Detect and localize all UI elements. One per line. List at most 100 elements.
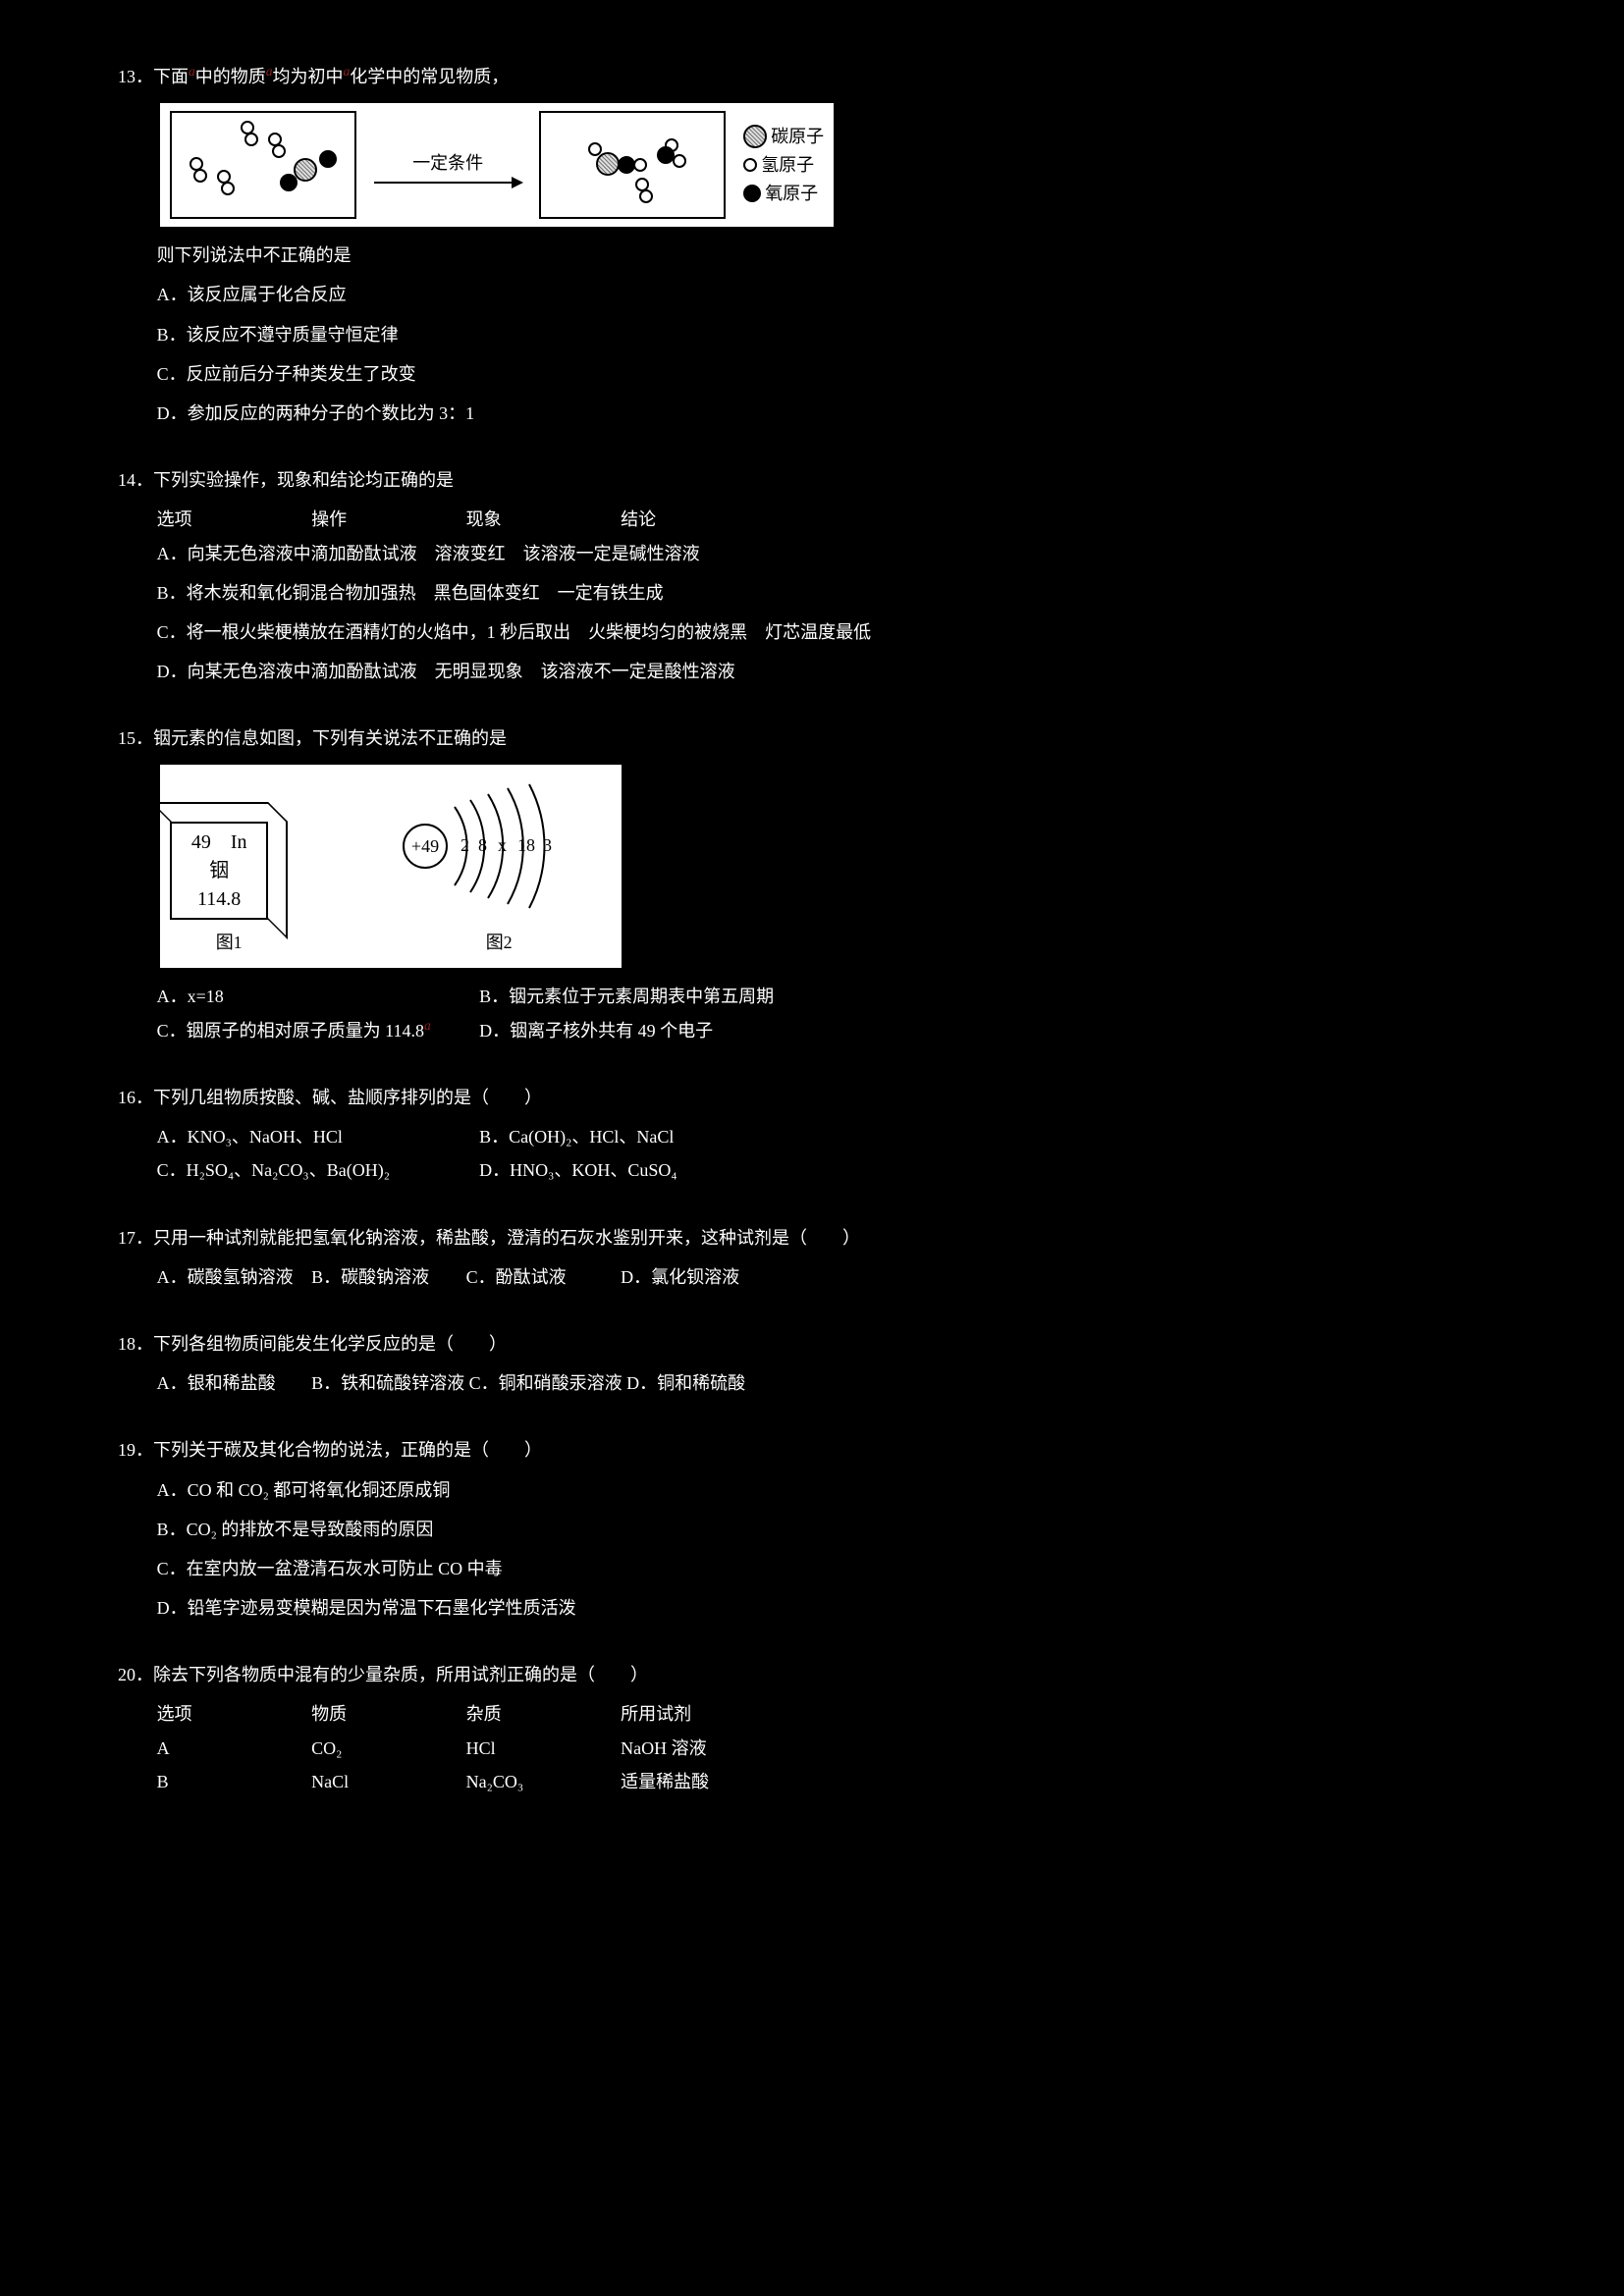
question-13: 13．下面a中的物质a均为初中a化学中的常见物质， 一定条件 xyxy=(118,59,1526,430)
hdr: 所用试剂 xyxy=(621,1697,771,1731)
q15-figure: 49 In 铟 114.8 图1 xyxy=(160,765,622,967)
question-17: 17．只用一种试剂就能把氢氧化钠溶液，稀盐酸，澄清的石灰水鉴别开来，这种试剂是（… xyxy=(118,1221,1526,1294)
atom-structure-diagram: +49 2 8 x 18 3 图2 xyxy=(386,773,612,959)
element-symbol: In xyxy=(231,831,247,853)
oxygen-atom-icon xyxy=(743,185,761,202)
q16-row2: C．H₂SO₄、Na₂CO₃、Ba(OH)₂ D．HNO₃、KOH、CuSO₄ xyxy=(118,1153,1526,1187)
opt-text: x=18 xyxy=(188,987,224,1006)
opt-text: 在室内放一盆澄清石灰水可防止 CO 中毒 xyxy=(187,1559,503,1578)
q19-opt-b: B．CO₂ 的排放不是导致酸雨的原因 xyxy=(118,1513,1526,1546)
q18-opt-c: C．铜和硝酸汞溶液 xyxy=(469,1366,623,1400)
hdr: 选项 xyxy=(157,503,307,536)
opt-text: 银和稀盐酸 xyxy=(188,1373,276,1393)
question-15: 15．铟元素的信息如图，下列有关说法不正确的是 49 In 铟 114.8 图1 xyxy=(118,721,1526,1047)
opt-text: 氯化钡溶液 xyxy=(651,1267,739,1287)
hdr: 杂质 xyxy=(466,1697,617,1731)
reaction-arrow: 一定条件 xyxy=(374,146,521,184)
sup: a xyxy=(266,64,273,79)
opt-text: 反应前后分子种类发生了改变 xyxy=(187,364,416,384)
nucleus-label: +49 xyxy=(411,836,439,856)
q14-stem: 14．下列实验操作，现象和结论均正确的是 xyxy=(118,463,1526,497)
carbon-atom-icon xyxy=(743,125,767,148)
legend-label: 碳原子 xyxy=(771,123,824,151)
c: 灯芯温度最低 xyxy=(765,622,871,642)
c: 无明显现象 xyxy=(435,662,523,681)
q14-row-d: D．向某无色溶液中滴加酚酞试液 无明显现象 该溶液不一定是酸性溶液 xyxy=(118,655,1526,688)
q15-row2: C．铟原子的相对原子质量为 114.8a D．铟离子核外共有 49 个电子 xyxy=(118,1013,1526,1047)
q15-opt-d: D．铟离子核外共有 49 个电子 xyxy=(479,1014,797,1047)
question-19: 19．下列关于碳及其化合物的说法，正确的是（ ） A．CO 和 CO₂ 都可将氧… xyxy=(118,1433,1526,1625)
c: 一定有铁生成 xyxy=(558,583,664,603)
opt-text: 该反应不遵守质量守恒定律 xyxy=(187,325,399,345)
hydrogen-atom-icon xyxy=(743,158,757,172)
opt-text: 铜和硝酸汞溶液 xyxy=(499,1373,623,1393)
legend-label: 氢原子 xyxy=(761,151,814,180)
q15-opt-a: A．x=18 xyxy=(157,980,475,1013)
question-20: 20．除去下列各物质中混有的少量杂质，所用试剂正确的是（ ） 选项 物质 杂质 … xyxy=(118,1658,1526,1798)
q17-opt-d: D．氯化钡溶液 xyxy=(621,1260,771,1294)
q18-stem: 18．下列各组物质间能发生化学反应的是（ ） xyxy=(118,1327,1526,1361)
q18-opt-d: D．铜和稀硫酸 xyxy=(626,1366,777,1400)
q17-opt-b: B．碳酸钠溶液 xyxy=(311,1260,461,1294)
q17-opt-a: A．碳酸氢钠溶液 xyxy=(157,1260,307,1294)
opt-text: H₂SO₄、Na₂CO₃、Ba(OH)₂ xyxy=(187,1160,390,1180)
svg-text:2: 2 xyxy=(460,835,469,855)
q13-opt-d: D．参加反应的两种分子的个数比为 3：1 xyxy=(118,397,1526,430)
q20-headers: 选项 物质 杂质 所用试剂 xyxy=(118,1697,1526,1731)
opt-text: Ca(OH)₂、HCl、NaCl xyxy=(509,1127,674,1147)
opt-text: 铟元素位于元素周期表中第五周期 xyxy=(509,987,774,1006)
q17-row: A．碳酸氢钠溶液 B．碳酸钠溶液 C．酚酞试液 D．氯化钡溶液 xyxy=(118,1260,1526,1294)
svg-text:8: 8 xyxy=(478,835,487,855)
svg-text:x: x xyxy=(498,835,507,855)
q13-stem: 13．下面a中的物质a均为初中a化学中的常见物质， xyxy=(118,59,1526,93)
hdr: 选项 xyxy=(157,1697,307,1731)
q19-opt-a: A．CO 和 CO₂ 都可将氧化铜还原成铜 xyxy=(118,1473,1526,1507)
q19-opt-c: C．在室内放一盆澄清石灰水可防止 CO 中毒 xyxy=(118,1552,1526,1585)
c: 火柴梗均匀的被烧黑 xyxy=(588,622,747,642)
atomic-number: 49 xyxy=(191,831,211,853)
q15-row1: A．x=18 B．铟元素位于元素周期表中第五周期 xyxy=(118,980,1526,1013)
element-cube: 49 In 铟 114.8 图1 xyxy=(170,780,288,959)
atom-legend: 碳原子 氢原子 氧原子 xyxy=(743,123,824,207)
q14-row-b: B．将木炭和氧化铜混合物加强热 黑色固体变红 一定有铁生成 xyxy=(118,576,1526,610)
opt-text: 该反应属于化合反应 xyxy=(188,285,347,304)
q14-row-a: A．向某无色溶液中滴加酚酞试液 溶液变红 该溶液一定是碱性溶液 xyxy=(118,537,1526,570)
opt-text: KNO₃、NaOH、HCl xyxy=(188,1127,343,1147)
c: HCl xyxy=(466,1732,617,1765)
c: 该溶液一定是碱性溶液 xyxy=(523,544,700,563)
caption-1: 图1 xyxy=(170,926,288,959)
q19-opt-d: D．铅笔字迹易变模糊是因为常温下石墨化学性质活泼 xyxy=(118,1591,1526,1625)
opt-text: 铅笔字迹易变模糊是因为常温下石墨化学性质活泼 xyxy=(188,1598,576,1618)
arrow-label: 一定条件 xyxy=(374,146,521,180)
opt-text: 参加反应的两种分子的个数比为 3：1 xyxy=(188,403,475,423)
txt: 下列几组物质按酸、碱、盐顺序排列的是（ ） xyxy=(153,1088,542,1107)
svg-text:18: 18 xyxy=(517,835,535,855)
c: 适量稀盐酸 xyxy=(621,1765,771,1798)
c: 向某无色溶液中滴加酚酞试液 xyxy=(188,544,417,563)
txt: 下列实验操作，现象和结论均正确的是 xyxy=(153,470,454,490)
products-box xyxy=(539,111,726,219)
txt: 下面 xyxy=(153,67,189,86)
q15-opt-b: B．铟元素位于元素周期表中第五周期 xyxy=(479,980,797,1013)
txt: 铟元素的信息如图，下列有关说法不正确的是 xyxy=(153,728,507,748)
c: 将一根火柴梗横放在酒精灯的火焰中，1 秒后取出 xyxy=(187,622,571,642)
q14-headers: 选项 操作 现象 结论 xyxy=(118,503,1526,536)
q20-row-b: B NaCl Na₂CO₃ 适量稀盐酸 xyxy=(118,1765,1526,1798)
c: 向某无色溶液中滴加酚酞试液 xyxy=(188,662,417,681)
opt-text: 铜和稀硫酸 xyxy=(657,1373,745,1393)
txt: 均为初中 xyxy=(273,67,344,86)
q13-tail: 则下列说法中不正确的是 xyxy=(118,239,1526,272)
hdr: 操作 xyxy=(311,503,461,536)
txt: 下列关于碳及其化合物的说法，正确的是（ ） xyxy=(153,1440,542,1460)
txt: 下列各组物质间能发生化学反应的是（ ） xyxy=(153,1334,507,1354)
opt-text: HNO₃、KOH、CuSO₄ xyxy=(510,1160,677,1180)
c: 该溶液不一定是酸性溶液 xyxy=(541,662,735,681)
opt-text: 铁和硫酸锌溶液 xyxy=(341,1373,464,1393)
hdr: 现象 xyxy=(466,503,617,536)
q13-opt-a: A．该反应属于化合反应 xyxy=(118,278,1526,311)
sup: a xyxy=(424,1018,431,1033)
opt-text: 碳酸钠溶液 xyxy=(341,1267,429,1287)
txt: 中的物质 xyxy=(195,67,266,86)
c: NaOH 溶液 xyxy=(621,1732,771,1765)
opt-text: 酚酞试液 xyxy=(496,1267,567,1287)
